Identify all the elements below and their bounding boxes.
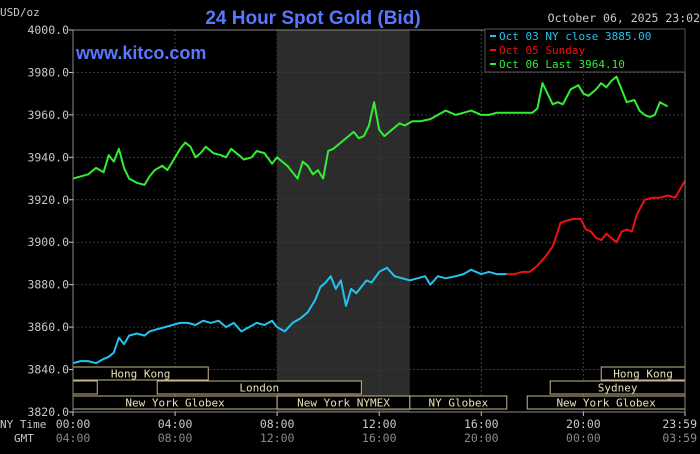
session-label: London — [239, 382, 279, 395]
grid-lines — [72, 29, 686, 413]
x-tick-label-gmt: 12:00 — [260, 431, 295, 445]
ny-time-label: NY Time — [0, 418, 46, 431]
session-label: Sydney — [598, 382, 638, 395]
x-tick-label-ny: 16:00 — [464, 417, 499, 431]
x-tick-label-gmt: 04:00 — [56, 431, 91, 445]
x-tick-label-gmt: 16:00 — [362, 431, 397, 445]
session-bar — [156, 380, 362, 395]
session-bar — [409, 395, 508, 410]
x-tick-label-ny: 12:00 — [362, 417, 397, 431]
site-url: www.kitco.com — [75, 43, 206, 63]
chart-timestamp: October 06, 2025 23:02 — [548, 11, 700, 25]
chart-title: 24 Hour Spot Gold (Bid) — [205, 8, 420, 29]
legend-item: Oct 05 Sunday — [499, 44, 585, 57]
x-tick-label-ny: 00:00 — [56, 417, 91, 431]
y-tick-label: 3840.0 — [27, 363, 69, 377]
unit-label: USD/oz — [0, 6, 40, 19]
nymex-session-band — [277, 30, 410, 412]
session-label: New York NYMEX — [297, 397, 390, 410]
session-label: Hong Kong — [111, 368, 171, 381]
price-series — [72, 75, 686, 365]
x-tick-label-gmt: 08:00 — [158, 431, 193, 445]
x-tick-label-ny: 08:00 — [260, 417, 295, 431]
series-line — [72, 266, 507, 365]
series-line — [506, 180, 686, 276]
session-label: New York Globex — [556, 397, 656, 410]
x-tick-label-ny: 20:00 — [566, 417, 601, 431]
y-tick-label: 3940.0 — [27, 150, 69, 164]
y-tick-label: 3860.0 — [27, 320, 69, 334]
session-label: NY Globex — [429, 397, 489, 410]
x-tick-label-gmt: 20:00 — [464, 431, 499, 445]
series-line — [72, 75, 669, 186]
x-tick-label-gmt: 03:59 — [662, 431, 697, 445]
y-tick-label: 3960.0 — [27, 108, 69, 122]
y-tick-label: 3920.0 — [27, 193, 69, 207]
session-label: Hong Kong — [613, 368, 673, 381]
gmt-label: GMT — [14, 432, 34, 445]
y-tick-label: 4000.0 — [27, 23, 69, 37]
y-tick-label: 3820.0 — [27, 405, 69, 419]
y-tick-label: 3900.0 — [27, 235, 69, 249]
legend-item: Oct 06 Last 3964.10 — [499, 58, 625, 71]
x-tick-label-gmt: 00:00 — [566, 431, 601, 445]
y-tick-label: 3980.0 — [27, 65, 69, 79]
legend-item: Oct 03 NY close 3885.00 — [499, 30, 651, 43]
session-bar — [72, 380, 98, 395]
session-label: New York Globex — [125, 397, 225, 410]
y-tick-label: 3880.0 — [27, 278, 69, 292]
x-tick-label-ny: 23:59 — [662, 417, 697, 431]
x-tick-label-ny: 04:00 — [158, 417, 193, 431]
legend-box — [484, 28, 686, 73]
axes: 3820.0 3840.0 3860.0 3880.0 3900.0 3920.0 3940… — [27, 23, 697, 445]
